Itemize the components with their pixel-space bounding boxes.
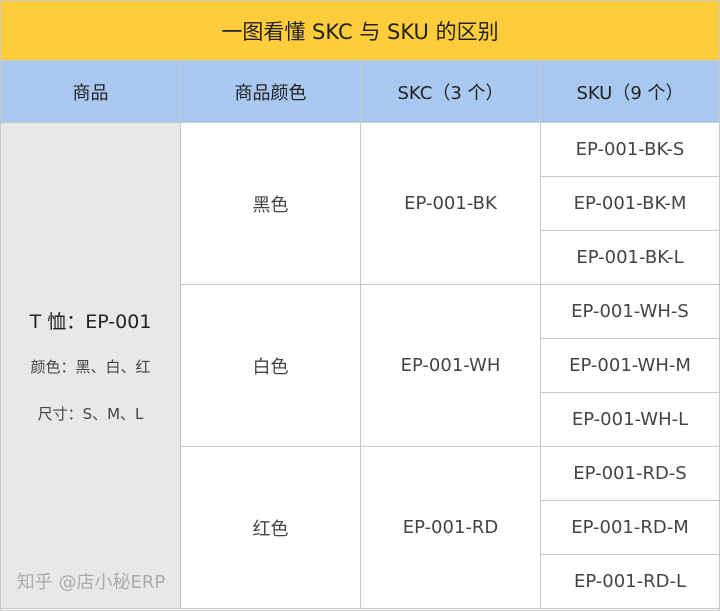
color-cell: 红色	[181, 447, 361, 609]
header-color: 商品颜色	[181, 61, 361, 123]
header-sku: SKU（9 个）	[541, 61, 719, 123]
table-title: 一图看懂 SKC 与 SKU 的区别	[1, 1, 719, 61]
watermark: 知乎 @店小秘ERP	[16, 572, 166, 593]
sku-cell: EP-001-RD-L	[541, 555, 719, 609]
skc-cell: EP-001-BK	[361, 123, 541, 285]
sku-cell: EP-001-RD-M	[541, 501, 719, 555]
product-name: T 恤：EP-001	[29, 311, 152, 333]
header-product: 商品	[1, 61, 181, 123]
table-grid: 商品 商品颜色 SKC（3 个） SKU（9 个） T 恤：EP-001 颜色：…	[1, 61, 719, 609]
color-cell: 白色	[181, 285, 361, 447]
sku-cell: EP-001-BK-S	[541, 123, 719, 177]
header-skc: SKC（3 个）	[361, 61, 541, 123]
product-colors: 颜色：黑、白、红	[30, 358, 151, 376]
sku-cell: EP-001-BK-M	[541, 177, 719, 231]
sku-cell: EP-001-WH-M	[541, 339, 719, 393]
sku-cell: EP-001-RD-S	[541, 447, 719, 501]
product-cell: T 恤：EP-001 颜色：黑、白、红 尺寸：S、M、L	[1, 123, 181, 609]
sku-cell: EP-001-WH-S	[541, 285, 719, 339]
color-cell: 黑色	[181, 123, 361, 285]
sku-cell: EP-001-WH-L	[541, 393, 719, 447]
skc-cell: EP-001-WH	[361, 285, 541, 447]
product-sizes: 尺寸：S、M、L	[37, 405, 144, 423]
sku-cell: EP-001-BK-L	[541, 231, 719, 285]
skc-cell: EP-001-RD	[361, 447, 541, 609]
